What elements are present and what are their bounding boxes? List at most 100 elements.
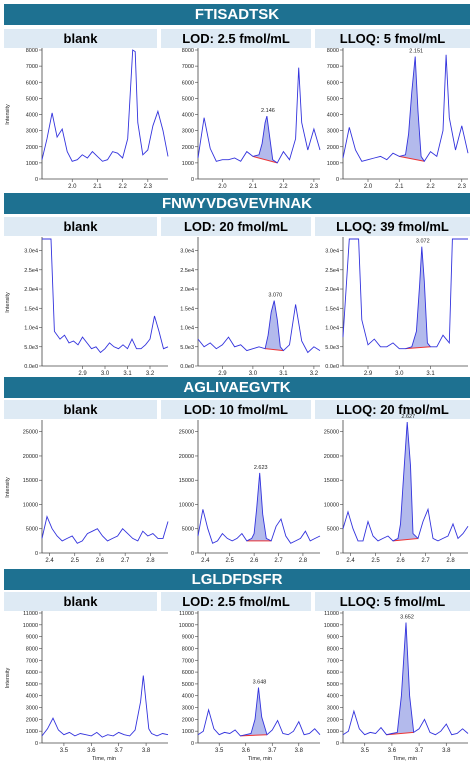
x-tick-label: 2.8	[299, 558, 308, 564]
column-header-lloq: LLOQ: 39 fmol/mL	[315, 217, 470, 236]
y-tick-label: 0	[191, 551, 194, 557]
y-tick-label: 8000	[327, 646, 339, 652]
x-tick-label: 2.1	[249, 184, 258, 190]
y-tick-label: 3000	[26, 129, 38, 135]
y-tick-label: 8000	[182, 646, 194, 652]
chromatogram-trace	[342, 238, 468, 350]
peak-baseline	[240, 734, 267, 737]
y-axis-label: Intensity	[5, 668, 11, 689]
y-tick-label: 2000	[327, 145, 339, 151]
y-tick-label: 9000	[26, 635, 38, 641]
y-tick-label: 15000	[324, 478, 339, 484]
y-tick-label: 0	[35, 741, 38, 747]
y-tick-label: 6000	[327, 80, 339, 86]
y-tick-label: 5000	[26, 527, 38, 533]
y-tick-label: 3000	[182, 129, 194, 135]
column-header-lloq: LLOQ: 5 fmol/mL	[315, 592, 470, 611]
y-tick-label: 11000	[179, 611, 194, 617]
x-tick-label: 3.0	[395, 371, 404, 377]
x-tick-label: 3.5	[361, 748, 370, 754]
y-tick-label: 20000	[324, 454, 339, 460]
x-tick-label: 2.9	[364, 371, 373, 377]
y-tick-label: 25000	[23, 430, 38, 436]
peak-area	[386, 622, 414, 735]
x-tick-label: 3.7	[415, 748, 424, 754]
y-tick-label: 5000	[182, 682, 194, 688]
peak-baseline	[265, 348, 284, 352]
peptide-banner-2: FNWYVDGVEVHNAK	[4, 193, 470, 214]
y-tick-label: 1000	[327, 161, 339, 167]
y-tick-label: 5000	[26, 682, 38, 688]
y-tick-label: 0	[191, 177, 194, 183]
x-tick-label: 2.0	[218, 184, 227, 190]
y-tick-label: 4000	[26, 694, 38, 700]
y-tick-label: 11000	[324, 611, 339, 617]
x-tick-label: 2.2	[118, 184, 127, 190]
y-tick-label: 1.5e4	[325, 306, 339, 312]
x-tick-label: 3.5	[215, 748, 224, 754]
y-tick-label: 2000	[327, 717, 339, 723]
y-tick-label: 0	[191, 741, 194, 747]
y-tick-label: 6000	[26, 80, 38, 86]
peak-label: 2.151	[409, 48, 423, 54]
x-tick-label: 3.1	[426, 371, 435, 377]
y-tick-label: 0.0e0	[180, 364, 194, 370]
x-tick-label: 2.3	[458, 184, 467, 190]
peak-label: 3.652	[400, 614, 414, 620]
column-header-blank: blank	[4, 29, 157, 48]
y-tick-label: 2.0e4	[180, 287, 194, 293]
y-tick-label: 6000	[327, 670, 339, 676]
peak-baseline	[392, 537, 419, 542]
chromatogram-trace	[41, 675, 169, 738]
x-tick-label: 2.1	[93, 184, 102, 190]
y-tick-label: 4000	[182, 694, 194, 700]
y-tick-label: 2.0e4	[325, 287, 339, 293]
chromatogram-trace	[342, 54, 469, 163]
peptide-banner-3: AGLIVAEGVTK	[4, 377, 470, 398]
x-tick-label: 2.3	[310, 184, 319, 190]
x-tick-label: 2.7	[421, 558, 430, 564]
y-tick-label: 5000	[182, 96, 194, 102]
x-tick-label: 2.4	[45, 558, 54, 564]
y-tick-label: 0	[35, 177, 38, 183]
peak-label: 2.627	[401, 414, 415, 420]
y-tick-label: 0	[336, 177, 339, 183]
x-axis-label: Time, min	[92, 756, 116, 762]
x-tick-label: 2.4	[201, 558, 210, 564]
x-tick-label: 2.0	[364, 184, 373, 190]
x-tick-label: 3.7	[115, 748, 124, 754]
column-header-lod: LOD: 20 fmol/mL	[161, 217, 311, 236]
y-tick-label: 0.0e0	[325, 364, 339, 370]
y-tick-label: 2000	[26, 145, 38, 151]
column-header-blank: blank	[4, 592, 157, 611]
y-tick-label: 2000	[26, 717, 38, 723]
chromatogram-trace	[41, 49, 169, 162]
y-tick-label: 2000	[182, 717, 194, 723]
y-tick-label: 1.0e4	[325, 326, 339, 332]
x-tick-label: 3.0	[101, 371, 110, 377]
x-tick-label: 2.5	[71, 558, 80, 564]
x-tick-label: 3.7	[268, 748, 277, 754]
y-tick-label: 6000	[182, 670, 194, 676]
y-tick-label: 10000	[23, 623, 38, 629]
y-axis-label: Intensity	[5, 104, 11, 125]
x-tick-label: 3.8	[295, 748, 304, 754]
column-header-blank: blank	[4, 217, 157, 236]
x-tick-label: 2.3	[144, 184, 153, 190]
x-tick-label: 2.2	[279, 184, 288, 190]
x-tick-label: 3.5	[60, 748, 69, 754]
y-tick-label: 5000	[327, 682, 339, 688]
y-tick-label: 3000	[327, 129, 339, 135]
y-tick-label: 2.5e4	[180, 268, 194, 274]
peak-area	[393, 422, 418, 541]
peak-baseline	[252, 155, 278, 164]
y-tick-label: 3.0e4	[24, 249, 38, 255]
x-tick-label: 2.5	[226, 558, 235, 564]
y-tick-label: 1000	[182, 161, 194, 167]
x-tick-label: 3.6	[87, 748, 96, 754]
y-tick-label: 8000	[26, 646, 38, 652]
x-tick-label: 2.6	[96, 558, 105, 564]
y-tick-label: 20000	[179, 454, 194, 460]
chromatogram-trace	[42, 238, 169, 354]
